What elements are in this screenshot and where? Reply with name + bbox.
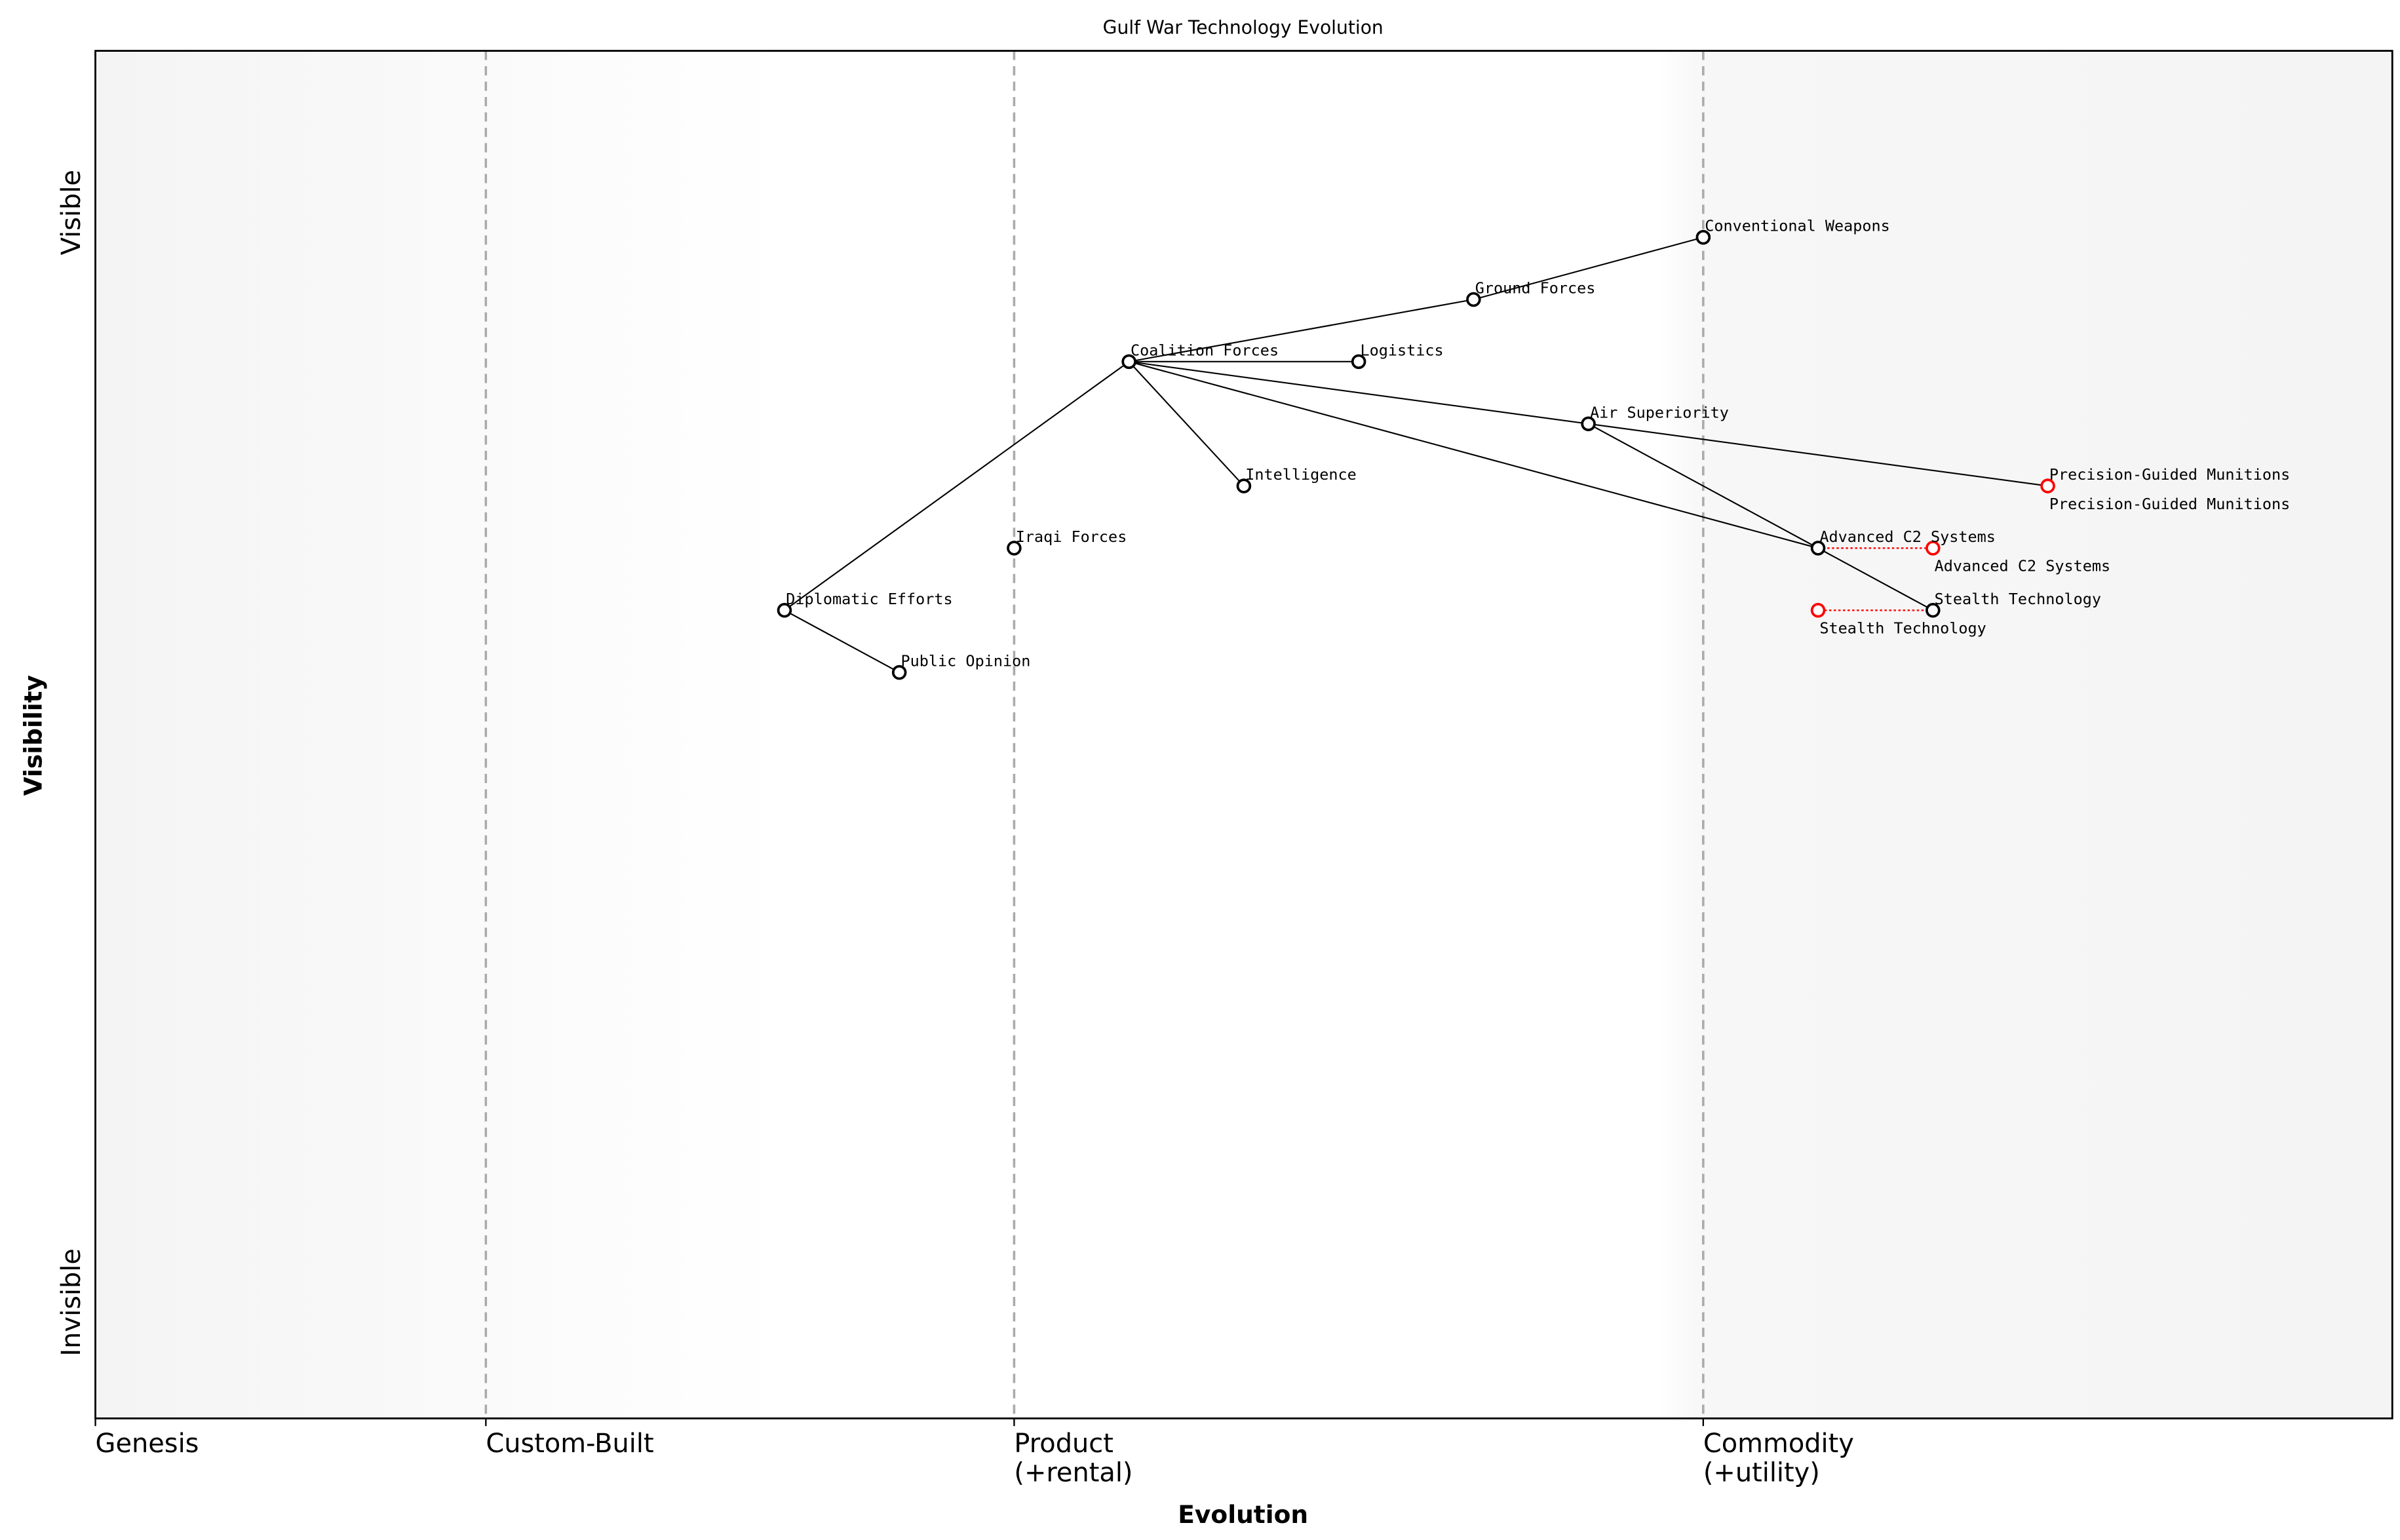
component-label: Public Opinion xyxy=(901,652,1031,670)
component-label: Ground Forces xyxy=(1475,279,1596,298)
component-marker xyxy=(891,664,907,680)
evolved-component-marker xyxy=(1810,603,1826,618)
x-tick-label: Commodity xyxy=(1703,1429,1854,1459)
x-tick-label: Product xyxy=(1014,1429,1113,1459)
dependency-link xyxy=(784,361,1130,611)
y-tick-label: Invisible xyxy=(56,1248,87,1357)
x-axis-title: Evolution xyxy=(1178,1500,1308,1529)
dependency-link xyxy=(1129,360,1819,549)
component-marker xyxy=(1236,478,1252,493)
x-tick-label: Custom-Built xyxy=(486,1429,653,1459)
dependency-link xyxy=(1129,360,1589,425)
x-tick-label: (+utility) xyxy=(1703,1458,1820,1488)
component-marker xyxy=(1810,541,1826,556)
component-label: Intelligence xyxy=(1245,465,1357,484)
component-label: Precision-Guided Munitions xyxy=(2049,465,2290,484)
component-marker xyxy=(1581,416,1596,431)
component-marker xyxy=(1695,229,1711,245)
y-tick-label: Visible xyxy=(56,170,87,255)
component-marker xyxy=(1926,603,1941,618)
component-label: Coalition Forces xyxy=(1131,341,1279,359)
evolved-component-marker xyxy=(1926,541,1941,556)
x-tick-label: (+rental) xyxy=(1014,1458,1132,1488)
dependency-link xyxy=(1588,423,2048,487)
component-marker xyxy=(1007,541,1022,556)
component-label: Advanced C2 Systems xyxy=(1819,528,1995,546)
plot-frame xyxy=(94,50,2393,1419)
x-tick-label: Genesis xyxy=(96,1429,199,1459)
component-marker xyxy=(1121,354,1136,370)
dependency-link xyxy=(1473,237,1704,301)
component-label: Conventional Weapons xyxy=(1705,217,1890,235)
component-marker xyxy=(1466,292,1481,307)
plot-background xyxy=(95,50,2393,1419)
component-label: Logistics xyxy=(1360,341,1443,359)
component-label: Iraqi Forces xyxy=(1016,528,1127,546)
chart-title: Gulf War Technology Evolution xyxy=(1103,17,1384,39)
dependency-link xyxy=(1588,423,1933,611)
component-label: Diplomatic Efforts xyxy=(786,590,952,608)
y-axis-title: Visibility xyxy=(18,675,47,796)
component-marker xyxy=(777,603,792,618)
component-marker xyxy=(1351,354,1366,370)
evolved-component-label: Precision-Guided Munitions xyxy=(2049,495,2290,513)
evolved-component-label: Advanced C2 Systems xyxy=(1935,557,2110,575)
evolved-component-label: Stealth Technology xyxy=(1819,619,1986,638)
component-label: Stealth Technology xyxy=(1935,590,2101,608)
dependency-link xyxy=(1129,298,1474,362)
evolved-component-marker xyxy=(2040,478,2055,493)
component-label: Air Superiority xyxy=(1590,403,1729,421)
dependency-link xyxy=(784,609,900,674)
dependency-link xyxy=(1128,361,1245,487)
